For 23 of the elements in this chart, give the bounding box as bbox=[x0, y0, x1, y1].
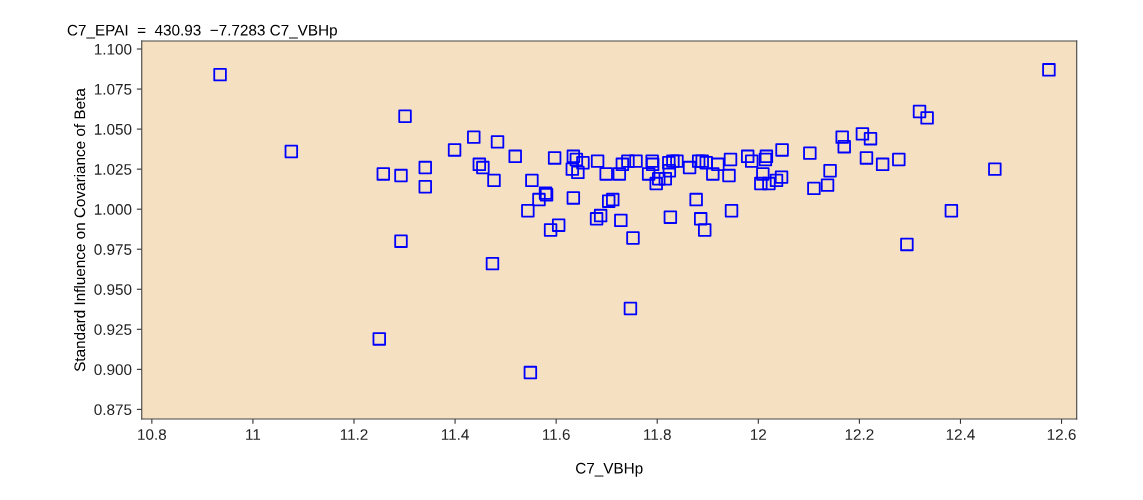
y-axis-title: Standard Influence on Covariance of Beta bbox=[73, 88, 86, 372]
y-tick-label: 0.975 bbox=[94, 244, 132, 255]
x-tick-label: 12.6 bbox=[1047, 429, 1076, 440]
y-tick-label: 1.100 bbox=[94, 43, 132, 55]
x-tick-label: 10.8 bbox=[138, 429, 167, 440]
y-tick-label: 0.925 bbox=[94, 324, 132, 335]
y-tick-label: 1.025 bbox=[94, 164, 132, 175]
y-tick-label: 0.875 bbox=[94, 404, 132, 416]
y-tick-label: 0.950 bbox=[94, 284, 132, 295]
x-tick-label: 12 bbox=[750, 429, 767, 440]
x-tick-label: 11 bbox=[246, 429, 261, 440]
x-tick-label: 11.8 bbox=[644, 429, 671, 440]
y-tick-label: 1.050 bbox=[94, 123, 132, 135]
y-tick-label: 1.000 bbox=[94, 204, 132, 215]
x-axis-title: C7_VBHp bbox=[576, 462, 643, 477]
y-tick-label: 1.075 bbox=[94, 83, 132, 95]
x-tick-label: 11.6 bbox=[543, 429, 570, 440]
x-tick-label: 11.4 bbox=[441, 429, 469, 440]
y-tick-label: 0.900 bbox=[94, 364, 132, 376]
x-tick-label: 12.2 bbox=[845, 429, 874, 440]
x-tick-label: 12.4 bbox=[946, 429, 975, 440]
chart-title: C7_EPAI = 430.93 −7.7283 C7_VBHp bbox=[67, 24, 337, 39]
x-tick-label: 11.2 bbox=[340, 429, 368, 440]
